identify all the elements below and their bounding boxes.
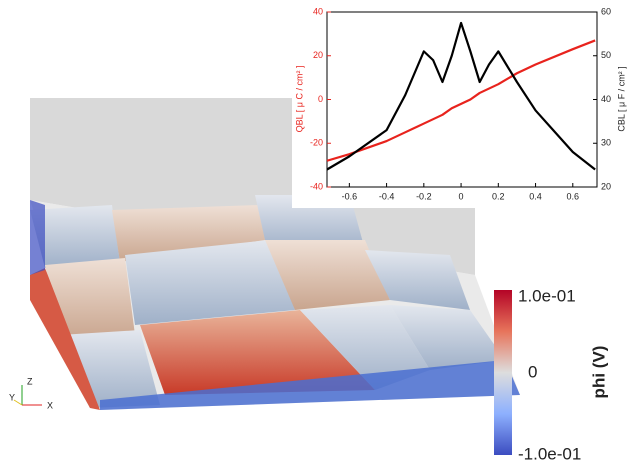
y2-axis-label: CBL [ μ F / cm² ] [616, 66, 626, 131]
y2-tick-label: 60 [601, 6, 611, 16]
y2-tick-label: 50 [601, 50, 611, 60]
x-tick-label: -0.4 [379, 191, 395, 201]
triad-label: X [47, 400, 53, 410]
x-tick-label: 0.6 [567, 191, 580, 201]
colorbar-label: 0 [528, 362, 537, 381]
y-tick-label: -40 [310, 181, 323, 191]
y-tick-label: 0 [318, 94, 323, 104]
triad-label: Y [9, 392, 15, 402]
y-tick-label: 20 [313, 50, 323, 60]
colorbar-title: phi (V) [589, 346, 608, 399]
x-tick-label: 0.4 [529, 191, 542, 201]
y-tick-label: 40 [313, 6, 323, 16]
y-axis-label: QBL [ μ C / cm² ] [294, 66, 304, 133]
colorbar-label: -1.0e-01 [518, 444, 581, 463]
x-tick-label: 0 [459, 191, 464, 201]
series-line [326, 39, 596, 162]
x-tick-label: -0.6 [342, 191, 358, 201]
x-tick-label: 0.2 [492, 191, 505, 201]
y2-tick-label: 20 [601, 181, 611, 191]
triad-label: Z [27, 376, 33, 386]
series-line [326, 21, 596, 171]
x-tick-label: -0.2 [416, 191, 432, 201]
y2-tick-label: 30 [601, 138, 611, 148]
colorbar-label: 1.0e-01 [518, 286, 576, 305]
colorbar [494, 290, 512, 455]
render-3d [13, 98, 520, 410]
y-tick-label: -20 [310, 138, 323, 148]
y2-tick-label: 40 [601, 94, 611, 104]
